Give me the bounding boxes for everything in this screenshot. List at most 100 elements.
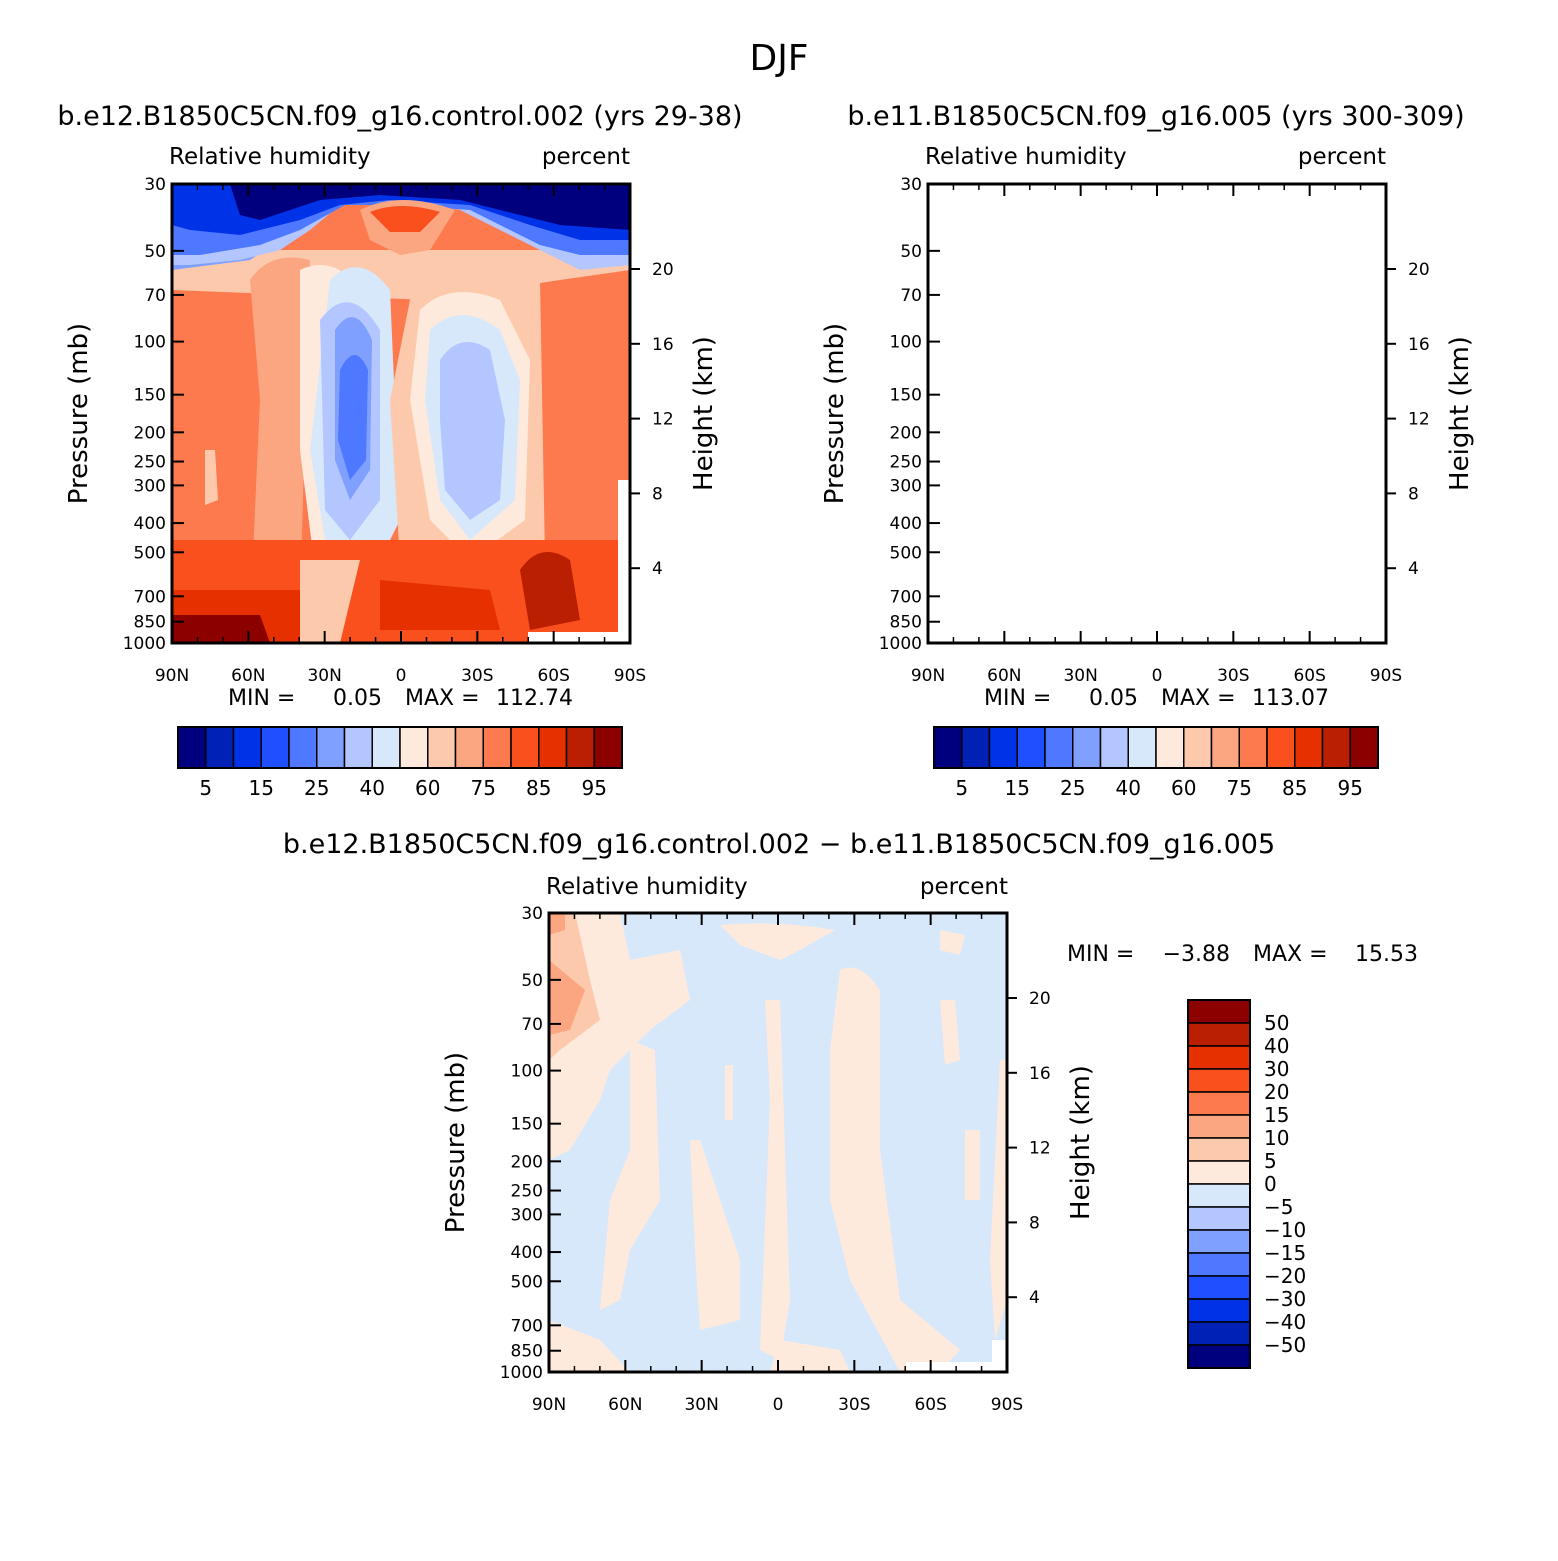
- y-tick-label: 1000: [879, 634, 922, 654]
- y-right-tick-label: 4: [1029, 1288, 1040, 1308]
- y-right-axis-label: Height (km): [1066, 1065, 1096, 1220]
- colorbar-label: 5: [199, 776, 212, 800]
- colorbar-swatch: [1321, 726, 1351, 769]
- y-tick-label: 250: [511, 1182, 543, 1202]
- colorbar-label: 40: [1116, 776, 1141, 800]
- y-axis-label: Pressure (mb): [441, 1052, 471, 1233]
- axes-panel-2: 90N 60N 30N 0 30S 60S 90S 30 50 70 100 150 200 250 300…: [441, 904, 1096, 1415]
- max-label: MAX =: [405, 686, 480, 711]
- max-value: 112.74: [496, 686, 573, 711]
- colorbar-label: −30: [1264, 1287, 1306, 1311]
- colorbar-swatch: [288, 726, 318, 769]
- contour-field: [928, 184, 1386, 643]
- y-right-tick-label: 12: [652, 410, 674, 430]
- y-axis-label: Pressure (mb): [64, 323, 94, 504]
- colorbar-label: 75: [471, 776, 496, 800]
- colorbar-frame: [177, 726, 623, 769]
- y-right-tick-label: 16: [1408, 335, 1430, 355]
- figure-title: DJF: [749, 38, 808, 79]
- colorbar-swatch: [1187, 1298, 1251, 1323]
- colorbar-swatch: [177, 726, 207, 769]
- colorbar-label: −15: [1264, 1241, 1306, 1265]
- y-tick-label: 400: [890, 514, 922, 534]
- colorbar-0: 5 15 25 40 60 75 85 95: [177, 726, 623, 800]
- colorbar-swatch: [399, 726, 429, 769]
- colorbar-swatch: [454, 726, 484, 769]
- axes-panel-0: 90N 60N 30N 0 30S 60S 90S 30 50 70 100 150 200 250 300…: [64, 175, 719, 686]
- colorbar-swatch: [1187, 1091, 1251, 1116]
- y-tick-label: 1000: [500, 1363, 543, 1383]
- x-tick-label: 60S: [1293, 666, 1325, 686]
- colorbar-swatch: [1099, 726, 1129, 769]
- colorbar-swatch: [1349, 726, 1379, 769]
- y-right-axis-label: Height (km): [689, 336, 719, 491]
- colorbar-swatch: [565, 726, 595, 769]
- x-tick-label: 60N: [231, 666, 265, 686]
- colorbar-label: −5: [1264, 1195, 1293, 1219]
- y-tick-label: 200: [511, 1152, 543, 1172]
- colorbar-label: 25: [304, 776, 329, 800]
- colorbar-label: 30: [1264, 1057, 1289, 1081]
- y-tick-label: 30: [521, 904, 543, 924]
- y-tick-label: 50: [144, 242, 166, 262]
- colorbar-swatch: [1187, 1045, 1251, 1070]
- y-right-tick-label: 20: [1029, 989, 1051, 1009]
- y-tick-label: 850: [134, 613, 166, 633]
- y-right-axis-label: Height (km): [1445, 336, 1475, 491]
- y-tick-label: 400: [511, 1243, 543, 1263]
- contour-field: [549, 913, 1007, 1372]
- colorbar-label: 85: [1282, 776, 1307, 800]
- y-axis-label: Pressure (mb): [820, 323, 850, 504]
- colorbar-swatch: [1294, 726, 1324, 769]
- panel-title: b.e11.B1850C5CN.f09_g16.005 (yrs 300-309…: [847, 101, 1464, 132]
- y-tick-label: 700: [890, 587, 922, 607]
- colorbar-swatch: [482, 726, 512, 769]
- colorbar-swatch: [1183, 726, 1213, 769]
- x-tick-label: 0: [1152, 666, 1163, 686]
- x-tick-label: 90N: [155, 666, 189, 686]
- min-value: 0.05: [333, 686, 382, 711]
- colorbar-swatch: [1072, 726, 1102, 769]
- colorbar-swatch: [205, 726, 235, 769]
- colorbar-label: 85: [526, 776, 551, 800]
- colorbar-swatch: [988, 726, 1018, 769]
- y-right-tick-label: 8: [1408, 484, 1419, 504]
- y-right-tick-label: 8: [652, 484, 663, 504]
- x-tick-label: 90N: [532, 1395, 566, 1415]
- min-value: 0.05: [1089, 686, 1138, 711]
- colorbar-swatch: [961, 726, 991, 769]
- x-tick-label: 90N: [911, 666, 945, 686]
- colorbar-label: 60: [1171, 776, 1196, 800]
- colorbar-swatch: [1016, 726, 1046, 769]
- colorbar-swatch: [1187, 1114, 1251, 1139]
- colorbar-label: −50: [1264, 1333, 1306, 1357]
- y-right-tick-label: 12: [1408, 410, 1430, 430]
- y-tick-label: 70: [144, 286, 166, 306]
- colorbar-swatch: [1210, 726, 1240, 769]
- x-tick-label: 30N: [684, 1395, 718, 1415]
- colorbar-swatch: [260, 726, 290, 769]
- colorbar-swatch: [1044, 726, 1074, 769]
- y-right-tick-label: 16: [1029, 1064, 1051, 1084]
- y-tick-label: 850: [890, 613, 922, 633]
- subtitle-right: percent: [920, 874, 1008, 900]
- colorbar-label: 15: [1264, 1103, 1289, 1127]
- colorbar-swatch: [1187, 1275, 1251, 1300]
- max-value: 15.53: [1355, 942, 1418, 967]
- colorbar-swatch: [343, 726, 373, 769]
- y-tick-label: 850: [511, 1342, 543, 1362]
- y-tick-label: 300: [890, 476, 922, 496]
- y-tick-label: 50: [900, 242, 922, 262]
- subtitle-right: percent: [1298, 144, 1386, 170]
- y-right-tick-label: 20: [652, 260, 674, 280]
- y-tick-label: 700: [511, 1316, 543, 1336]
- contour-field: [172, 184, 630, 643]
- colorbar-swatch: [593, 726, 623, 769]
- axes-layer: 90N 60N 30N 0 30S 60S 90S305070100150200250300…: [64, 175, 1475, 1415]
- colorbar-swatch: [232, 726, 262, 769]
- panel-reference: b.e11.B1850C5CN.f09_g16.005 (yrs 300-309…: [847, 101, 1465, 645]
- y-right-tick-label: 8: [1029, 1213, 1040, 1233]
- y-tick-label: 500: [134, 543, 166, 563]
- min-value: −3.88: [1163, 942, 1230, 967]
